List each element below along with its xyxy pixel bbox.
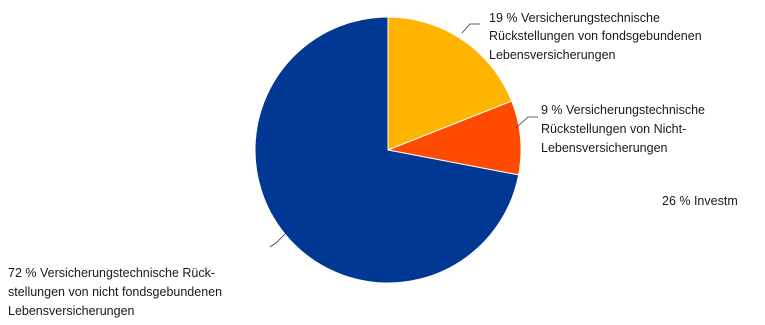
truncated-slice-label: 26 % Investm: [662, 194, 738, 208]
leader-line-slice-1: [461, 23, 480, 34]
pie-slice-3: [254, 16, 520, 284]
slice-label-1-line-3: Lebensversicherungen: [489, 48, 616, 62]
slice-label-1-line-2: Rückstellungen von fondsgebundenen: [489, 29, 702, 43]
pie-slices: [254, 16, 522, 284]
slice-label-2-line-2: Rückstellungen von Nicht-: [541, 122, 686, 136]
slice-label-2-line-1: 9 % Versicherungstechnische: [541, 103, 705, 117]
slice-label-2-line-3: Lebensversicherungen: [541, 141, 668, 155]
pie-slice-1: [387, 16, 513, 151]
slice-label-2: 9 % Versicherungstechnische Rückstellung…: [541, 103, 708, 155]
slice-label-3-line-2: stellungen von nicht fondsgebundenen: [8, 285, 222, 299]
slice-label-3-line-1: 72 % Versicherungstechnische Rück-: [8, 266, 215, 280]
leader-line-slice-2: [515, 116, 538, 129]
slice-label-1: 19 % Versicherungstechnische Rückstellun…: [489, 11, 705, 62]
leader-line-slice-3: [269, 231, 288, 248]
slice-label-1-line-1: 19 % Versicherungstechnische: [489, 11, 660, 25]
slice-label-3-line-3: Lebensversicherungen: [8, 304, 135, 318]
slice-label-3: 72 % Versicherungstechnische Rück- stell…: [8, 266, 226, 318]
